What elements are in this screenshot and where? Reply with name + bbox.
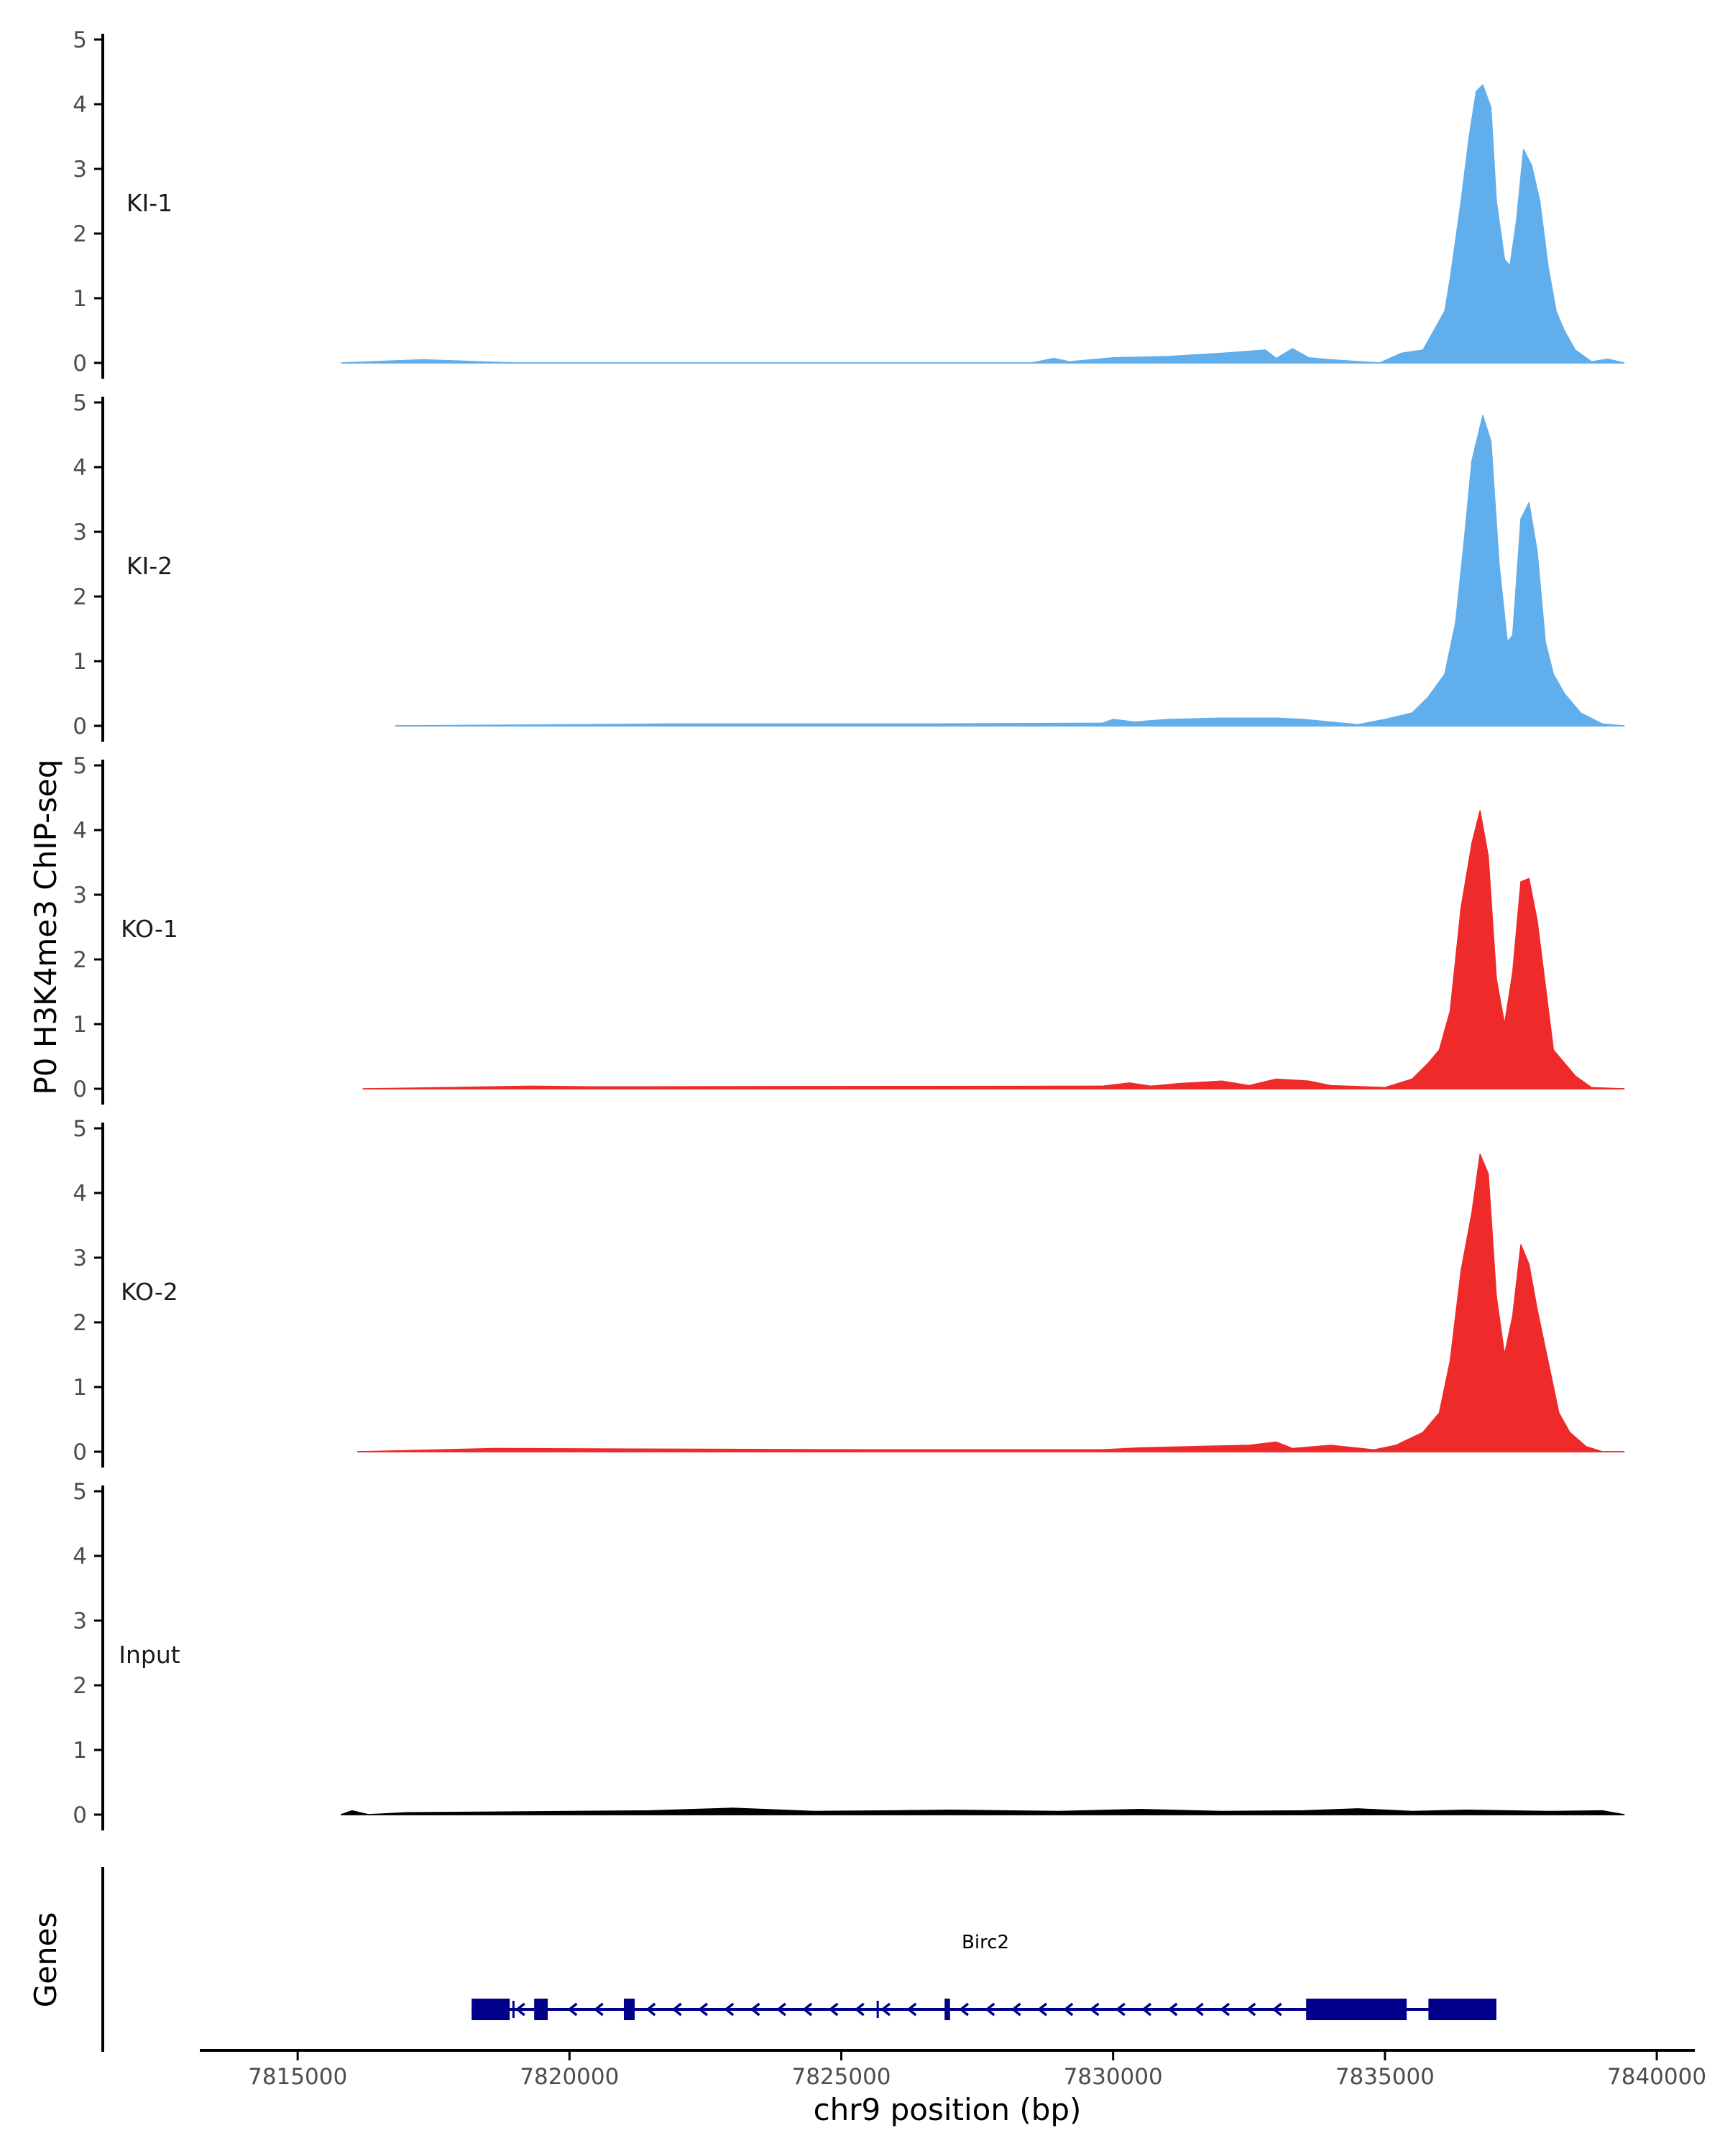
y-tick-label: 0 <box>73 351 87 377</box>
strand-arrow <box>854 2002 865 2017</box>
strand-arrow <box>593 2002 604 2017</box>
y-tick-label: 1 <box>73 1375 87 1401</box>
y-tick-label: 3 <box>73 1245 87 1271</box>
y-tick-label: 1 <box>73 649 87 675</box>
y-tick-label: 1 <box>73 1738 87 1764</box>
strand-arrow <box>959 2002 970 2017</box>
gene-exon <box>1428 1999 1496 2020</box>
x-tick-label: 7830000 <box>1064 2064 1163 2090</box>
x-tick-label: 7815000 <box>248 2064 347 2090</box>
gene-track: Genes Birc2 <box>28 1867 1496 2052</box>
strand-arrow <box>698 2002 708 2017</box>
gene-exon <box>876 2001 879 2018</box>
strand-arrow <box>1193 2002 1204 2017</box>
y-tick-label: 2 <box>73 1310 87 1336</box>
gene-exon <box>512 2001 515 2018</box>
track-ki-2: 0 1 2 3 4 5 KI-2 <box>73 390 1625 742</box>
strand-arrow <box>802 2002 813 2017</box>
track-label-ki-1: KI-1 <box>126 189 172 217</box>
y-tick-label: 0 <box>73 714 87 740</box>
coverage-area-ko-2 <box>356 1153 1625 1452</box>
gene-exon <box>1306 1999 1407 2020</box>
y-tick-label: 2 <box>73 947 87 973</box>
coverage-tracks: 0 1 2 3 4 5 KI-1 0 1 2 3 4 5 KI-2 0 1 2 3 4 5 KO-1 0 1 2 3 4 5 KO-2… <box>73 27 1625 1830</box>
y-tick-label: 5 <box>73 390 87 416</box>
strand-arrow <box>645 2002 656 2017</box>
strand-arrow <box>1089 2002 1100 2017</box>
y-tick-label: 0 <box>73 1802 87 1828</box>
strand-arrow <box>828 2002 839 2017</box>
y-tick-label: 5 <box>73 1479 87 1505</box>
x-tick-label: 7825000 <box>791 2064 891 2090</box>
y-tick-label: 2 <box>73 1673 87 1699</box>
strand-arrow <box>1246 2002 1256 2017</box>
y-tick-label: 5 <box>73 1116 87 1142</box>
y-tick-label: 1 <box>73 286 87 312</box>
coverage-area-ko-1 <box>362 810 1625 1089</box>
track-label-ko-1: KO-1 <box>121 915 178 943</box>
y-tick-label: 3 <box>73 520 87 545</box>
gene-exon <box>944 1999 950 2020</box>
strand-arrow <box>1220 2002 1230 2017</box>
gene-exon <box>472 1999 510 2020</box>
strand-arrow <box>776 2002 786 2017</box>
y-tick-label: 2 <box>73 584 87 610</box>
y-tick-label: 0 <box>73 1077 87 1102</box>
y-tick-label: 4 <box>73 92 87 118</box>
y-tick-label: 4 <box>73 818 87 844</box>
track-input: 0 1 2 3 4 5 Input <box>73 1479 1625 1830</box>
track-ki-1: 0 1 2 3 4 5 KI-1 <box>73 27 1625 379</box>
strand-arrow <box>880 2002 891 2017</box>
strand-arrow <box>1141 2002 1152 2017</box>
track-ko-1: 0 1 2 3 4 5 KO-1 <box>73 753 1625 1105</box>
y-tick-label: 0 <box>73 1439 87 1465</box>
strand-arrow <box>1037 2002 1047 2017</box>
y-tick-label: 4 <box>73 1544 87 1570</box>
track-label-input: Input <box>119 1641 180 1669</box>
x-axis-title: chr9 position (bp) <box>814 2092 1082 2127</box>
x-tick-label: 7835000 <box>1335 2064 1435 2090</box>
strand-arrow <box>750 2002 760 2017</box>
strand-arrow <box>906 2002 917 2017</box>
x-tick-label: 7840000 <box>1607 2064 1706 2090</box>
y-tick-label: 3 <box>73 157 87 183</box>
gene-exon <box>534 1999 548 2020</box>
coverage-area-ki-1 <box>340 84 1625 364</box>
track-label-ko-2: KO-2 <box>121 1278 178 1306</box>
gene-model-birc2 <box>472 1999 1496 2020</box>
strand-arrow <box>567 2002 578 2017</box>
y-tick-label: 5 <box>73 753 87 779</box>
strand-arrow <box>1115 2002 1126 2017</box>
strand-arrow <box>1167 2002 1178 2017</box>
coverage-area-ki-2 <box>395 415 1625 727</box>
y-axis-title: P0 H3K4me3 ChIP-seq <box>28 759 63 1095</box>
y-tick-label: 5 <box>73 27 87 53</box>
y-tick-label: 3 <box>73 1608 87 1634</box>
strand-arrow <box>1271 2002 1282 2017</box>
y-tick-label: 4 <box>73 1181 87 1207</box>
track-label-ki-2: KI-2 <box>126 552 172 580</box>
y-tick-label: 1 <box>73 1012 87 1038</box>
genes-axis-label: Genes <box>28 1912 63 2008</box>
coverage-area-input <box>340 1807 1625 1815</box>
gene-label-birc2: Birc2 <box>962 1932 1009 1953</box>
gene-exon <box>623 1999 635 2020</box>
strand-arrow <box>515 2002 525 2017</box>
x-axis: 7815000 7820000 7825000 7830000 7835000 78400… <box>200 2049 1706 2127</box>
track-ko-2: 0 1 2 3 4 5 KO-2 <box>73 1116 1625 1468</box>
y-tick-label: 3 <box>73 883 87 908</box>
strand-arrow <box>1011 2002 1021 2017</box>
y-tick-label: 2 <box>73 221 87 247</box>
strand-arrow <box>1063 2002 1074 2017</box>
y-tick-label: 4 <box>73 455 87 481</box>
x-axis-ticks: 7815000 7820000 7825000 7830000 7835000 78400… <box>248 2050 1706 2090</box>
strand-arrow <box>671 2002 682 2017</box>
strand-arrow <box>985 2002 995 2017</box>
strand-arrow <box>724 2002 735 2017</box>
x-tick-label: 7820000 <box>520 2064 619 2090</box>
